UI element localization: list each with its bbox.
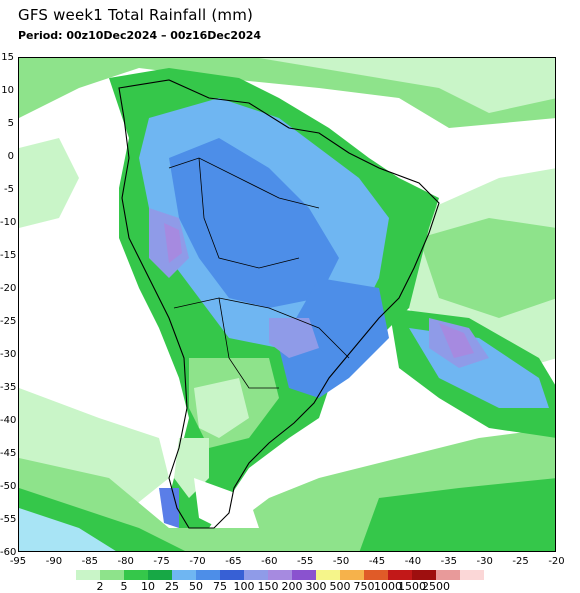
legend-label: 100: [233, 580, 255, 593]
rainfall-field: [19, 58, 555, 551]
y-tick-label: -35: [0, 382, 17, 393]
legend-label: 5: [120, 580, 128, 593]
legend-swatch: [196, 570, 220, 580]
y-tick-label: 5: [7, 118, 14, 129]
legend-swatch: [388, 570, 412, 580]
x-tick-label: -20: [548, 556, 565, 567]
map-title: GFS week1 Total Rainfall (mm): [18, 6, 254, 24]
x-tick-label: -50: [332, 556, 350, 567]
y-tick-label: -10: [0, 217, 17, 228]
legend-label: 1000: [374, 580, 402, 593]
x-tick-label: -90: [45, 556, 63, 567]
legend-swatch: [220, 570, 244, 580]
y-tick-label: -20: [0, 283, 17, 294]
legend-label: 2: [96, 580, 104, 593]
y-tick-label: 0: [7, 151, 14, 162]
legend-swatch: [124, 570, 148, 580]
y-tick-label: -45: [0, 448, 17, 459]
x-tick-label: -60: [261, 556, 278, 567]
y-tick-label: -5: [4, 184, 14, 195]
x-tick-label: -35: [440, 556, 457, 567]
rainfall-map: [18, 57, 556, 552]
legend-swatch: [244, 570, 268, 580]
legend-label: 10: [141, 580, 155, 593]
x-tick-label: -65: [225, 556, 242, 567]
legend-label: 150: [257, 580, 279, 593]
y-tick-label: -55: [0, 514, 17, 525]
legend-label: 500: [329, 580, 351, 593]
legend-label: 300: [305, 580, 327, 593]
legend-swatch: [340, 570, 364, 580]
y-tick-label: -40: [0, 415, 17, 426]
legend-label: 75: [213, 580, 227, 593]
color-legend: [76, 570, 484, 580]
x-tick-label: -85: [81, 556, 98, 567]
legend-swatch: [460, 570, 484, 580]
legend-label: 25: [165, 580, 179, 593]
legend-swatch: [268, 570, 292, 580]
legend-swatch: [316, 570, 340, 580]
x-tick-label: -45: [368, 556, 386, 567]
legend-swatch: [364, 570, 388, 580]
x-tick-label: -40: [404, 556, 422, 567]
legend-swatch: [76, 570, 100, 580]
x-tick-label: -25: [512, 556, 529, 567]
y-tick-label: -60: [0, 547, 17, 558]
legend-label: 1500: [398, 580, 426, 593]
legend-label: 2500: [422, 580, 450, 593]
legend-label: 50: [189, 580, 203, 593]
x-tick-label: -80: [117, 556, 134, 567]
x-tick-label: -55: [297, 556, 314, 567]
x-tick-label: -95: [9, 556, 27, 567]
x-tick-label: -70: [189, 556, 206, 567]
legend-label: 750: [353, 580, 375, 593]
legend-label: 200: [281, 580, 303, 593]
legend-swatch: [148, 570, 172, 580]
y-tick-label: -15: [0, 250, 17, 261]
legend-swatch: [412, 570, 436, 580]
legend-swatch: [292, 570, 316, 580]
x-tick-label: -30: [476, 556, 493, 567]
y-tick-label: -50: [0, 481, 17, 492]
legend-swatch: [172, 570, 196, 580]
legend-swatch: [100, 570, 124, 580]
y-tick-label: -30: [0, 349, 17, 360]
y-tick-label: -25: [0, 316, 17, 327]
y-tick-label: 10: [1, 85, 14, 96]
y-tick-label: 15: [1, 52, 14, 63]
map-period: Period: 00z10Dec2024 – 00z16Dec2024: [18, 29, 262, 42]
legend-swatch: [436, 570, 460, 580]
x-tick-label: -75: [153, 556, 170, 567]
